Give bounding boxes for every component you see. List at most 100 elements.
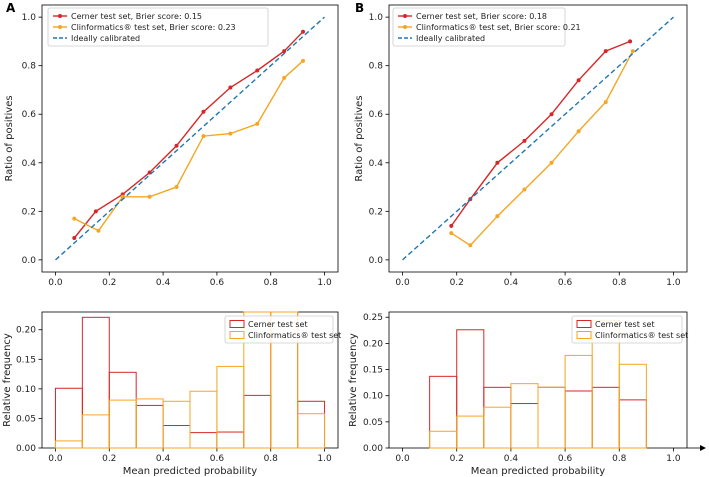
y-tick-label: 1.0 xyxy=(369,13,384,23)
y-tick-label: 1.0 xyxy=(22,13,37,23)
data-point-cerner xyxy=(282,49,287,54)
legend-label: Cerner test set, Brier score: 0.18 xyxy=(416,12,547,21)
y-tick-label: 0.2 xyxy=(22,207,36,217)
data-point-clinformatics xyxy=(72,216,77,221)
y-tick-label: 0.20 xyxy=(16,326,36,336)
histogram-bar-cerner xyxy=(81,316,110,449)
y-tick-label: 0.4 xyxy=(369,159,384,169)
legend-label: Ideally calibrated xyxy=(71,34,140,43)
histogram-bar-cerner xyxy=(618,399,647,449)
legend-label: Clinformatics® test set, Brier score: 0.… xyxy=(71,23,236,32)
data-point-clinformatics xyxy=(449,231,454,236)
x-tick-label: 0.2 xyxy=(102,278,116,288)
histogram-bar-clinformatics xyxy=(81,414,110,449)
series-line-cerner xyxy=(450,40,631,227)
histogram-bar-clinformatics xyxy=(483,406,512,449)
y-tick-label: 0.2 xyxy=(369,207,383,217)
y-tick-label: 0.8 xyxy=(22,62,37,72)
x-tick-label: 0.8 xyxy=(264,454,279,464)
series-line-clinformatics xyxy=(450,50,634,247)
histogram-bar-cerner xyxy=(564,390,593,449)
histogram-bar-clinformatics xyxy=(429,430,458,449)
histogram-bar-clinformatics xyxy=(189,390,218,449)
legend-marker-swatch xyxy=(403,14,407,18)
histogram-bar-cerner xyxy=(297,400,326,449)
x-tick-label: 0.6 xyxy=(558,278,573,288)
histogram-bar-clinformatics xyxy=(108,399,137,449)
legend-box xyxy=(224,315,334,344)
x-tick-label: 0.2 xyxy=(450,454,464,464)
histogram-bar-clinformatics xyxy=(270,311,299,449)
data-point-cerner xyxy=(576,78,581,83)
data-point-clinformatics xyxy=(147,194,152,199)
histogram-bar-cerner xyxy=(162,425,191,449)
series-line-cerner xyxy=(73,31,304,239)
data-point-clinformatics xyxy=(576,129,581,134)
data-point-clinformatics xyxy=(228,131,233,136)
legend-box-swatch xyxy=(576,320,592,328)
legend-label: Clinformatics® test set xyxy=(595,331,688,340)
plot-frame xyxy=(41,4,339,273)
data-point-cerner xyxy=(495,160,500,165)
legend-label: Cerner test set, Brier score: 0.15 xyxy=(71,12,202,21)
y-tick-label: 0.00 xyxy=(16,444,36,454)
legend-marker-swatch xyxy=(58,25,62,29)
x-tick-label: 0.2 xyxy=(102,454,116,464)
legend-label: Clinformatics® test set xyxy=(248,331,341,340)
y-tick-label: 0.10 xyxy=(16,385,36,395)
y-tick-label: 0.00 xyxy=(363,444,383,454)
y-tick-label: 0.15 xyxy=(16,355,36,365)
series-line-ideal xyxy=(55,16,325,261)
series-line-ideal xyxy=(402,16,674,261)
y-axis-label: Ratio of positives xyxy=(354,95,365,181)
panel-a-histogram: 0.0 0.2 0.4 0.6 0.8 1.0 0.00 0.05 0.10 0.15 0.20Re… xyxy=(2,311,341,477)
x-tick-label: 0.8 xyxy=(612,278,627,288)
histogram-bar-clinformatics xyxy=(564,354,593,449)
data-point-cerner xyxy=(72,236,77,241)
y-tick-label: 0.05 xyxy=(363,418,383,428)
histogram-bar-cerner xyxy=(510,403,539,449)
data-point-clinformatics xyxy=(603,100,608,105)
data-point-cerner xyxy=(522,138,527,143)
data-point-clinformatics xyxy=(201,134,206,139)
x-tick-label: 0.4 xyxy=(156,454,171,464)
histogram-bar-clinformatics xyxy=(456,415,485,449)
panel-b-calibration-plot: 0.0 0.2 0.4 0.6 0.8 1.0 0.0 0.2 0.4 0.6 0.8 1.0 Rati… xyxy=(354,4,688,288)
y-tick-label: 0.6 xyxy=(369,110,384,120)
legend-box xyxy=(47,7,269,47)
x-tick-label: 0.0 xyxy=(395,278,410,288)
histogram-bar-cerner xyxy=(189,432,218,449)
legend-box xyxy=(392,7,566,47)
x-tick-label: 0.6 xyxy=(558,454,573,464)
x-tick-label: 0.0 xyxy=(395,454,410,464)
histogram-bar-cerner xyxy=(108,371,137,449)
histogram-bar-cerner xyxy=(135,404,164,449)
legend-label: Ideally calibrated xyxy=(416,34,485,43)
legend-box-swatch xyxy=(229,320,245,328)
histogram-bar-clinformatics xyxy=(162,400,191,449)
y-axis-label: Relative frequency xyxy=(2,333,13,427)
y-axis-label: Ratio of positives xyxy=(4,95,15,181)
data-point-clinformatics xyxy=(468,243,473,248)
x-tick-label: 0.4 xyxy=(156,278,171,288)
y-tick-label: 0.6 xyxy=(22,110,37,120)
data-point-clinformatics xyxy=(255,121,260,126)
plot-frame xyxy=(388,4,688,273)
histogram-bar-clinformatics xyxy=(135,398,164,449)
histogram-bar-cerner xyxy=(591,386,620,449)
x-tick-label: 0.4 xyxy=(504,454,519,464)
y-axis-label: Relative frequency xyxy=(348,333,359,427)
histogram-bar-cerner xyxy=(243,394,272,449)
y-tick-label: 0.0 xyxy=(369,256,384,266)
data-point-cerner xyxy=(549,112,554,117)
x-tick-label: 0.0 xyxy=(48,278,63,288)
y-tick-label: 0.0 xyxy=(22,256,37,266)
x-axis-label: Mean predicted probability xyxy=(123,466,257,477)
legend-marker-swatch xyxy=(403,25,407,29)
data-point-cerner xyxy=(301,29,306,34)
data-point-cerner xyxy=(603,49,608,54)
data-point-clinformatics xyxy=(630,49,635,54)
x-tick-label: 1.0 xyxy=(317,454,332,464)
panel-letter-a: A xyxy=(6,1,16,15)
